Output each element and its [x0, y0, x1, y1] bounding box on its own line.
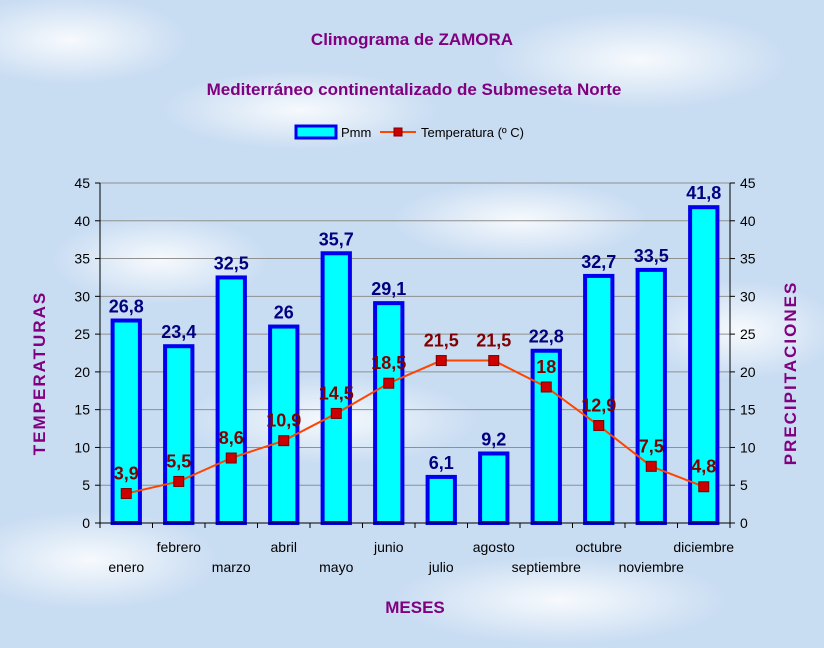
- y-tick-label-left: 20: [74, 364, 90, 380]
- bar: [478, 451, 510, 525]
- y-tick-label-right: 35: [740, 251, 756, 267]
- y-tick-label-right: 30: [740, 288, 756, 304]
- x-tick-label: abril: [271, 539, 297, 555]
- temperature-point: [330, 407, 342, 419]
- bar-value-label: 32,7: [581, 252, 616, 272]
- bar-value-label: 41,8: [686, 183, 721, 203]
- legend-label-temperature: Temperatura (º C): [421, 125, 524, 140]
- y-axis-label-right: PRECIPITACIONES: [781, 281, 800, 466]
- y-tick-label-right: 40: [740, 213, 756, 229]
- bar-value-label: 35,7: [319, 229, 354, 249]
- bar: [688, 205, 720, 526]
- y-tick-label-right: 15: [740, 402, 756, 418]
- y-tick-label-left: 10: [74, 439, 90, 455]
- y-tick-label-left: 5: [82, 477, 90, 493]
- x-tick-label: febrero: [157, 539, 202, 555]
- temperature-value-label: 18,5: [371, 353, 406, 373]
- temperature-value-label: 7,5: [639, 436, 664, 456]
- axes: [95, 182, 735, 528]
- bar-value-label: 23,4: [161, 322, 196, 342]
- x-tick-label: mayo: [319, 559, 353, 575]
- bar: [373, 301, 405, 525]
- temperature-point: [173, 475, 185, 487]
- temperature-point: [435, 355, 447, 367]
- y-tick-label-right: 45: [740, 175, 756, 191]
- y-tick-label-left: 30: [74, 288, 90, 304]
- y-tick-label-left: 40: [74, 213, 90, 229]
- temperature-value-label: 8,6: [219, 428, 244, 448]
- temperature-line: [126, 359, 705, 495]
- legend-marker-temperature: [393, 127, 403, 137]
- bar-value-label: 32,5: [214, 253, 249, 273]
- temperature-point: [540, 381, 552, 393]
- y-tick-label-right: 5: [740, 477, 748, 493]
- x-tick-label: octubre: [575, 539, 622, 555]
- bar: [215, 275, 247, 526]
- temperature-value-label: 21,5: [424, 331, 459, 351]
- x-tick-label: junio: [373, 539, 404, 555]
- legend-swatch-pmm: [294, 124, 338, 140]
- y-axis-label-left: TEMPERATURAS: [30, 291, 49, 455]
- legend: Pmm Temperatura (º C): [294, 124, 524, 140]
- legend-label-pmm: Pmm: [341, 125, 371, 140]
- x-tick-label: septiembre: [512, 559, 581, 575]
- bar-series-pmm: [110, 205, 720, 526]
- data-labels: 26,8 23,4 32,5 26 35,7 29,1 6,1 9,2 22,8 32,7 33,5…: [109, 183, 722, 483]
- temperature-value-label: 21,5: [476, 331, 511, 351]
- temperature-value-label: 18: [536, 357, 556, 377]
- y-tick-label-left: 15: [74, 402, 90, 418]
- bar-value-label: 29,1: [371, 279, 406, 299]
- bar-value-label: 33,5: [634, 246, 669, 266]
- x-tick-label: marzo: [212, 559, 251, 575]
- bar-value-label: 6,1: [429, 453, 454, 473]
- tick-labels: 0 0 5 5 10 10 15 15 20 20 25 25 30 30 35 35 40 40 45 45 ener…: [74, 175, 755, 575]
- temperature-point: [593, 420, 605, 432]
- bar: [583, 273, 615, 525]
- temperature-point: [488, 355, 500, 367]
- bar-value-label: 26,8: [109, 297, 144, 317]
- y-tick-label-left: 45: [74, 175, 90, 191]
- y-tick-label-right: 20: [740, 364, 756, 380]
- x-tick-label: julio: [428, 559, 454, 575]
- chart-subtitle: Mediterráneo continentalizado de Submese…: [207, 80, 622, 99]
- temperature-point: [383, 377, 395, 389]
- bar: [163, 344, 195, 526]
- bar-value-label: 22,8: [529, 327, 564, 347]
- temperature-value-label: 5,5: [166, 451, 191, 471]
- y-tick-label-right: 0: [740, 515, 748, 531]
- bar: [635, 267, 667, 525]
- y-tick-label-right: 10: [740, 439, 756, 455]
- bar-value-label: 26: [274, 303, 294, 323]
- y-tick-label-left: 35: [74, 251, 90, 267]
- y-tick-label-right: 25: [740, 326, 756, 342]
- chart-title: Climograma de ZAMORA: [311, 30, 513, 49]
- temperature-value-label: 14,5: [319, 383, 354, 403]
- temperature-point: [225, 452, 237, 464]
- temperature-point: [698, 481, 710, 493]
- x-tick-label: enero: [108, 559, 144, 575]
- y-tick-label-left: 0: [82, 515, 90, 531]
- temperature-point: [278, 435, 290, 447]
- x-axis-label: MESES: [385, 598, 445, 617]
- y-tick-label-left: 25: [74, 326, 90, 342]
- x-tick-label: noviembre: [619, 559, 685, 575]
- temperature-point: [120, 488, 132, 500]
- temperature-value-label: 12,9: [581, 396, 616, 416]
- temperature-value-label: 3,9: [114, 464, 139, 484]
- x-tick-label: diciembre: [673, 539, 734, 555]
- temperature-value-label: 10,9: [266, 411, 301, 431]
- bar: [425, 474, 457, 525]
- temperature-point: [645, 460, 657, 472]
- bar-value-label: 9,2: [481, 429, 506, 449]
- temperature-value-label: 4,8: [691, 457, 716, 477]
- line-series-temperature: [120, 355, 710, 500]
- x-tick-label: agosto: [473, 539, 515, 555]
